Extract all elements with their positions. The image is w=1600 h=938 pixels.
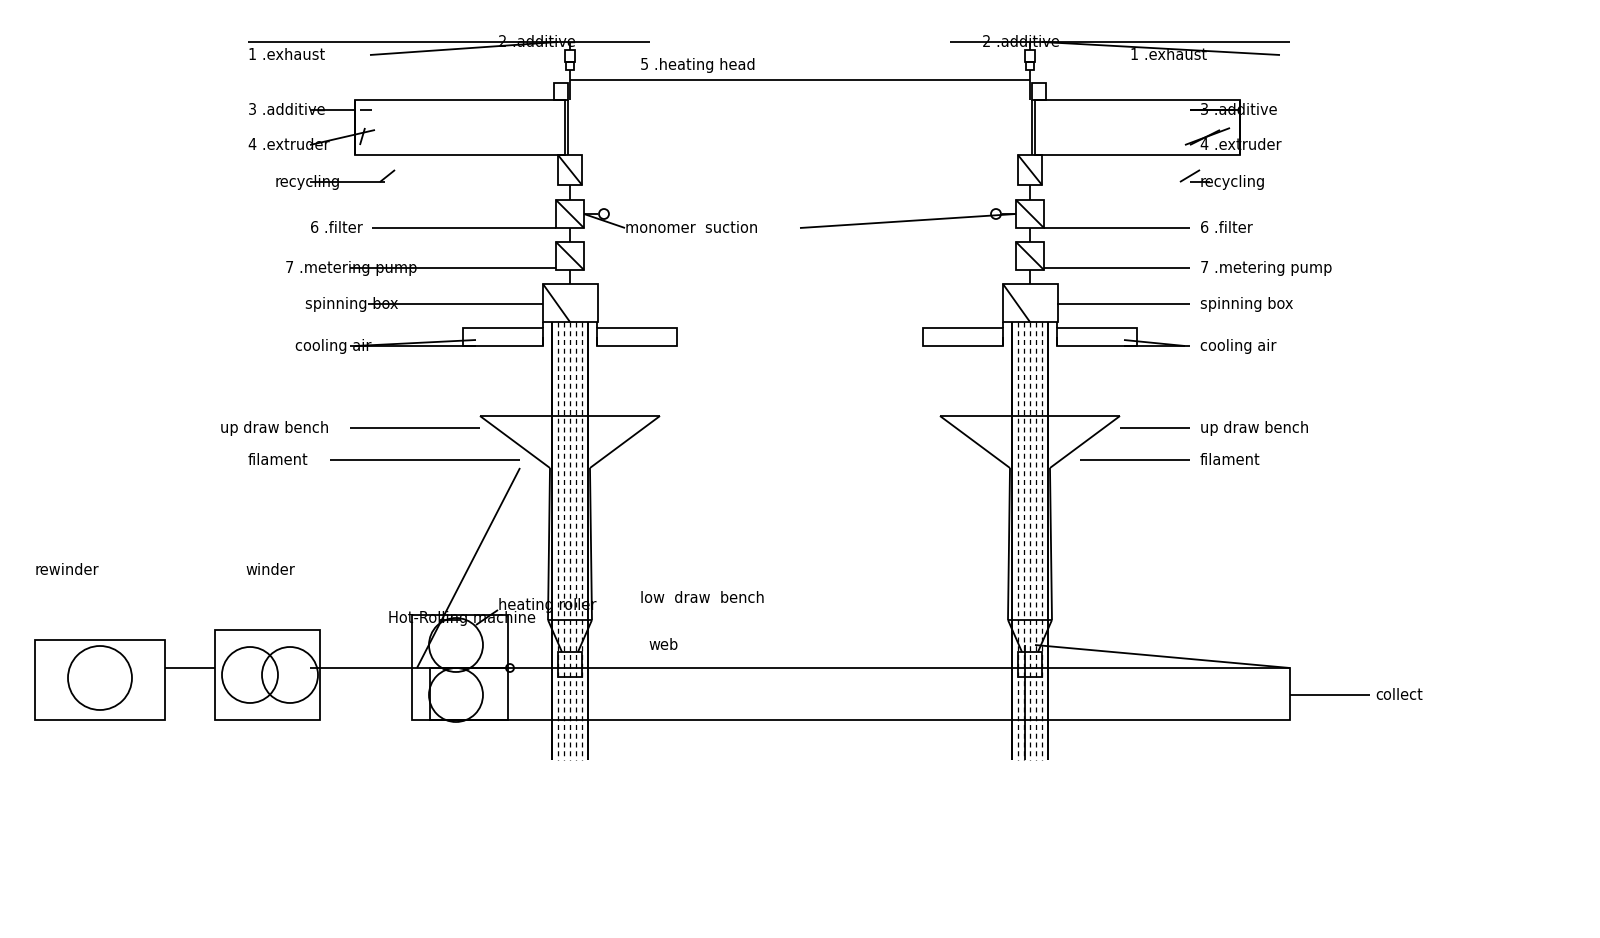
Bar	[554, 83, 568, 100]
Text: filament: filament	[1200, 452, 1261, 467]
Text: web: web	[648, 638, 678, 653]
Bar	[1018, 652, 1042, 677]
Bar	[35, 640, 165, 720]
Bar	[1032, 83, 1046, 100]
Bar	[1026, 62, 1034, 70]
Bar	[413, 615, 509, 720]
Text: monomer  suction: monomer suction	[626, 220, 758, 235]
Text: spinning box: spinning box	[1200, 296, 1293, 311]
Text: 7 .metering pump: 7 .metering pump	[285, 261, 418, 276]
Bar	[1016, 242, 1043, 270]
Bar	[565, 50, 574, 62]
Bar	[557, 200, 584, 228]
Text: 2 .additive: 2 .additive	[498, 35, 576, 50]
Text: recycling: recycling	[275, 174, 341, 189]
Bar	[597, 328, 677, 346]
Bar	[923, 328, 1003, 346]
Text: collect: collect	[1374, 688, 1422, 703]
Text: 6 .filter: 6 .filter	[310, 220, 363, 235]
Text: cooling air: cooling air	[1200, 339, 1277, 354]
Text: rewinder: rewinder	[35, 563, 99, 578]
Bar	[1016, 200, 1043, 228]
Text: 7 .metering pump: 7 .metering pump	[1200, 261, 1333, 276]
Text: low  draw  bench: low draw bench	[640, 591, 765, 606]
Text: heating roller: heating roller	[498, 598, 597, 613]
Bar	[1035, 100, 1240, 155]
Bar	[1003, 284, 1058, 322]
Text: 3 .additive: 3 .additive	[1200, 102, 1278, 117]
Bar	[355, 100, 565, 155]
Bar	[1058, 328, 1138, 346]
Text: 4 .extruder: 4 .extruder	[1200, 138, 1282, 153]
Text: up draw bench: up draw bench	[221, 420, 330, 435]
Bar	[566, 62, 574, 70]
Text: 6 .filter: 6 .filter	[1200, 220, 1253, 235]
Bar	[558, 652, 582, 677]
Text: 1 .exhaust: 1 .exhaust	[1130, 48, 1208, 63]
Text: spinning box: spinning box	[306, 296, 398, 311]
Bar	[557, 242, 584, 270]
Text: cooling air: cooling air	[294, 339, 371, 354]
Text: winder: winder	[245, 563, 294, 578]
Text: filament: filament	[248, 452, 309, 467]
Text: up draw bench: up draw bench	[1200, 420, 1309, 435]
Text: 4 .extruder: 4 .extruder	[248, 138, 330, 153]
Text: Hot-Rolling machine: Hot-Rolling machine	[387, 611, 536, 626]
Bar	[1026, 50, 1035, 62]
Text: recycling: recycling	[1200, 174, 1266, 189]
Bar	[1018, 155, 1042, 185]
Bar	[558, 155, 582, 185]
Text: 5 .heating head: 5 .heating head	[640, 57, 755, 72]
Bar	[542, 284, 598, 322]
Text: 3 .additive: 3 .additive	[248, 102, 326, 117]
Bar	[462, 328, 542, 346]
Bar	[430, 668, 1290, 720]
Bar	[214, 630, 320, 720]
Text: 1 .exhaust: 1 .exhaust	[248, 48, 325, 63]
Text: 2 .additive: 2 .additive	[982, 35, 1059, 50]
